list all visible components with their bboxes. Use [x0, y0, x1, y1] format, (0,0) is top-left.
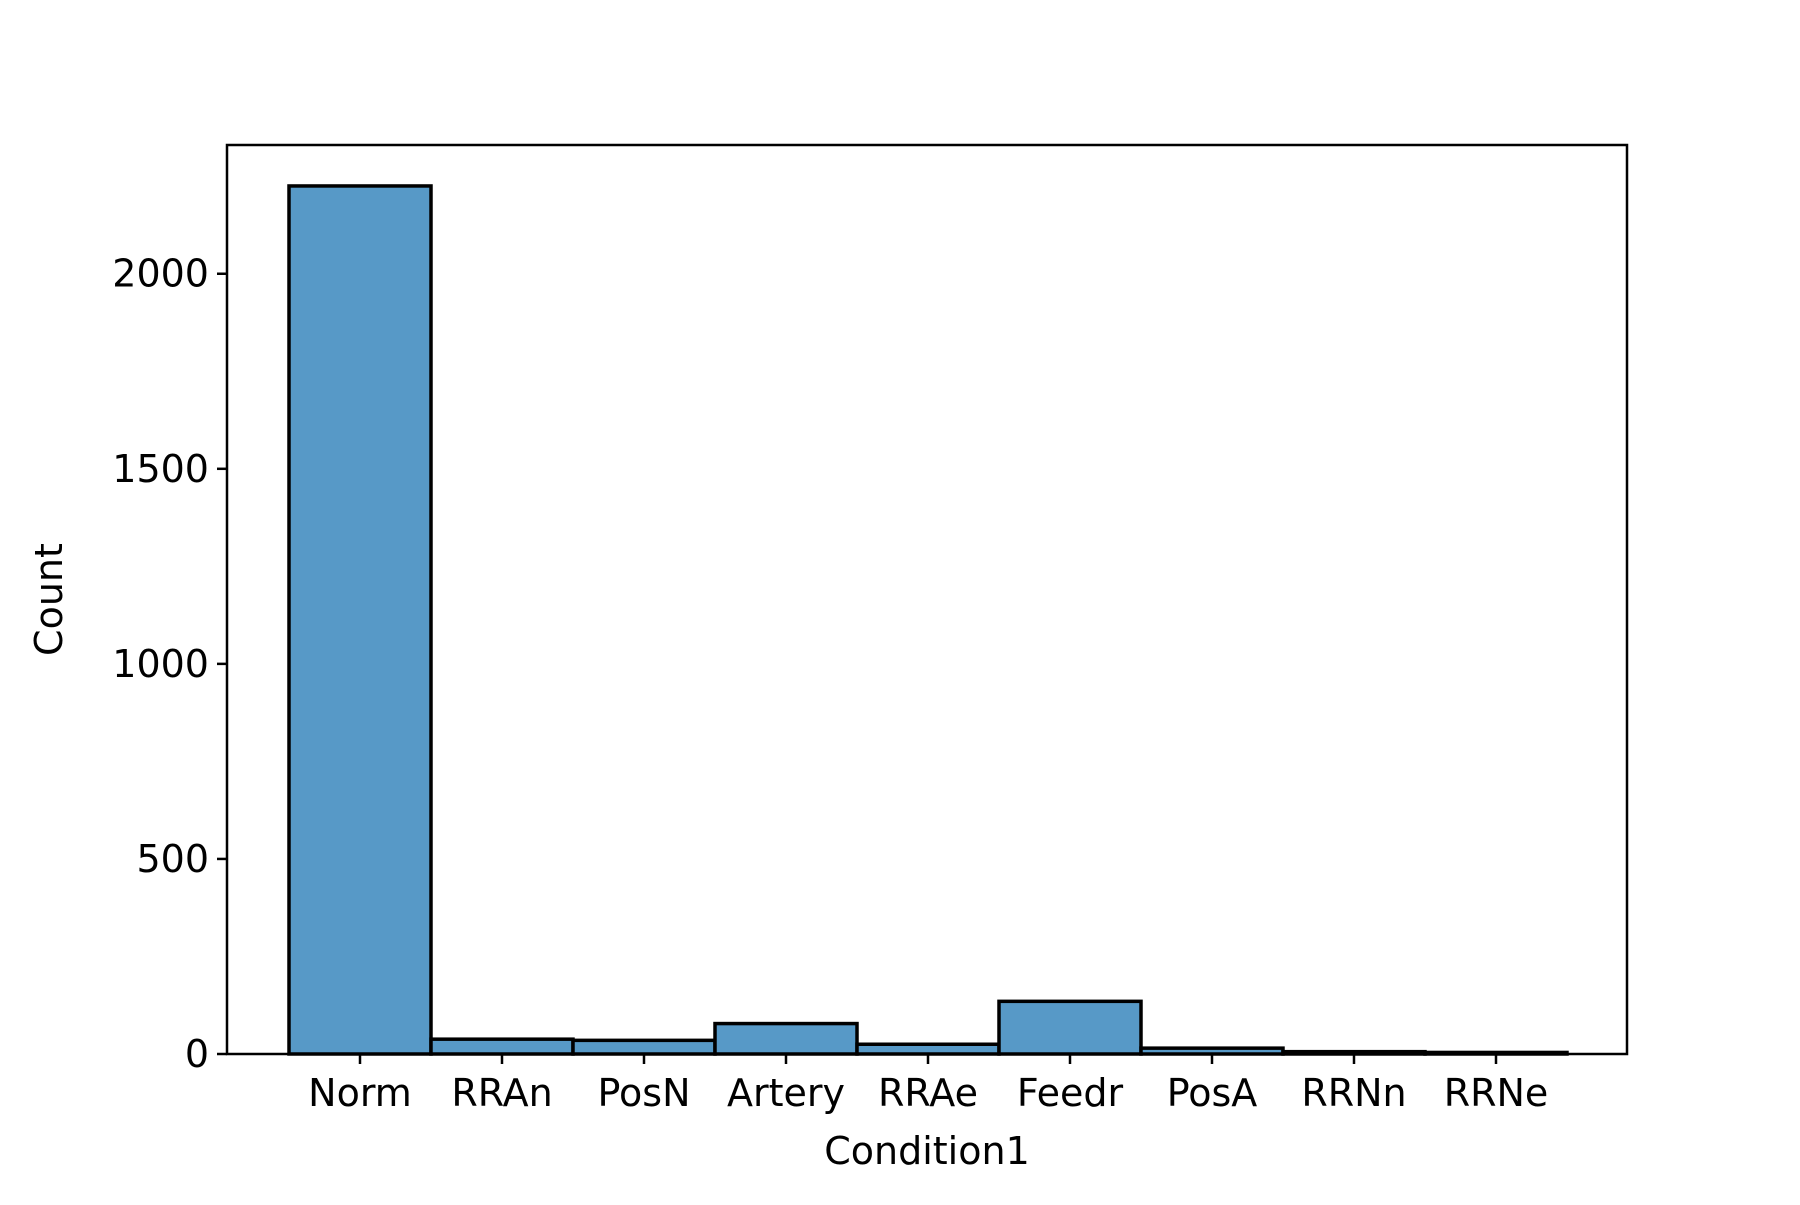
- y-tick-label: 1000: [112, 642, 209, 686]
- y-axis-label: Count: [27, 543, 71, 656]
- bar-norm: [287, 184, 433, 1056]
- x-tick-label: RRAn: [451, 1071, 552, 1115]
- bars: [287, 184, 1569, 1056]
- y-tick-label: 2000: [112, 252, 209, 296]
- x-tick-label: PosN: [597, 1071, 690, 1115]
- x-tick-label: Feedr: [1017, 1071, 1124, 1115]
- bar-artery: [713, 1021, 859, 1056]
- x-axis-ticks: Norm RRAn PosN Artery RRAe Feedr PosA RRNn RRNe: [308, 1054, 1548, 1115]
- x-axis-label: Condition1: [824, 1129, 1030, 1173]
- y-axis-ticks: 0 500 1000 1500 2000: [112, 252, 227, 1076]
- bar-rran: [429, 1037, 575, 1056]
- bar-rrae: [855, 1042, 1001, 1056]
- bar-posn: [571, 1038, 717, 1056]
- x-tick-label: PosA: [1167, 1071, 1258, 1115]
- x-tick-label: RRAe: [878, 1071, 978, 1115]
- y-tick-label: 0: [185, 1032, 209, 1076]
- y-tick-label: 500: [136, 837, 209, 881]
- plot-frame: [225, 143, 1629, 1056]
- y-tick-label: 1500: [112, 447, 209, 491]
- x-tick-label: Artery: [727, 1071, 845, 1115]
- bar-feedr: [997, 999, 1143, 1056]
- x-tick-label: RRNn: [1301, 1071, 1406, 1115]
- x-tick-label: RRNe: [1444, 1071, 1549, 1115]
- x-tick-label: Norm: [308, 1071, 412, 1115]
